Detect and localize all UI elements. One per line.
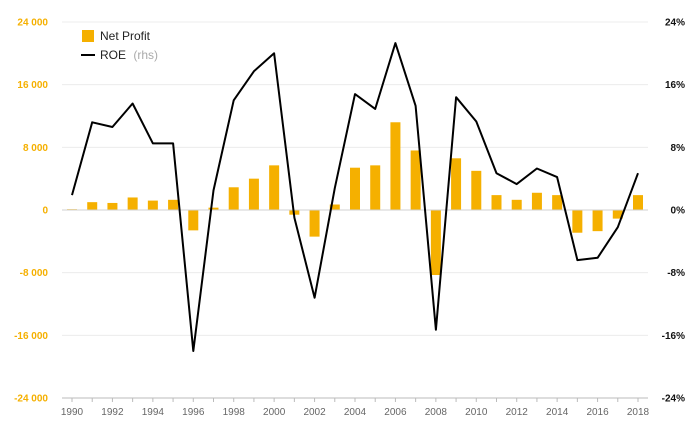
y-left-tick-label: 8 000 [23, 143, 48, 154]
net-profit-bar [390, 122, 401, 210]
x-tick-label: 1992 [101, 407, 124, 418]
x-tick-label: 2002 [303, 407, 326, 418]
x-tick-label: 2014 [546, 407, 569, 418]
net-profit-bar [350, 167, 360, 210]
legend-item-net-profit: Net Profit [82, 29, 151, 43]
net-profit-bar [370, 165, 381, 210]
net-profit-bar [309, 210, 320, 237]
grid-lines [62, 21, 648, 336]
y-right-tick-label: 0% [671, 206, 686, 217]
roe-line [71, 42, 639, 352]
net-profit-bar [87, 202, 98, 210]
net-profit-bar [228, 187, 239, 210]
net-profit-bars [67, 122, 643, 276]
x-tick-label: 1994 [142, 407, 165, 418]
x-tick-label: 1996 [182, 407, 205, 418]
x-tick-label: 1990 [61, 407, 84, 418]
x-tick-label: 2016 [586, 407, 609, 418]
net-profit-bar [633, 195, 643, 210]
y-right-tick-label: 8% [671, 143, 686, 154]
y-left-tick-label: 24 000 [17, 18, 48, 29]
y-right-tick-label: -16% [662, 331, 685, 342]
legend-label-roe-name: ROE [100, 48, 126, 62]
legend-label-roe-suffix: (rhs) [133, 48, 158, 62]
x-tick-label: 2012 [506, 407, 529, 418]
legend-swatch-net-profit [82, 30, 94, 42]
legend-item-roe: ROE (rhs) [81, 48, 158, 62]
legend-label-net-profit: Net Profit [100, 29, 151, 43]
net-profit-bar [329, 204, 340, 210]
net-profit-bar [168, 199, 179, 210]
net-profit-bar [592, 210, 603, 232]
y-right-tick-label: 24% [665, 18, 685, 29]
net-profit-bar [269, 165, 280, 210]
net-profit-bar [491, 195, 502, 210]
y-left-tick-label: -16 000 [14, 331, 48, 342]
y-left-tick-label: 16 000 [17, 80, 48, 91]
net-profit-bar [147, 200, 158, 210]
x-axis: 1990 1992 1994 1996 1998 2000 2002 2004 2006 2008… [61, 398, 650, 418]
net-profit-bar [127, 197, 138, 210]
y-right-tick-label: 16% [665, 80, 685, 91]
legend: Net Profit ROE (rhs) [81, 29, 158, 62]
y-left-tick-label: 0 [42, 206, 48, 217]
y-axis-right: -24% -16% -8% 0% 8% 16% 24% [662, 18, 685, 405]
net-profit-bar [208, 207, 219, 210]
x-tick-label: 2010 [465, 407, 488, 418]
net-profit-bar [107, 202, 118, 210]
x-tick-label: 2006 [384, 407, 407, 418]
net-profit-bar [511, 199, 522, 210]
x-tick-label: 1998 [223, 407, 246, 418]
legend-label-roe: ROE (rhs) [100, 48, 158, 62]
x-tick-label: 2018 [627, 407, 650, 418]
x-tick-label: 2008 [425, 407, 448, 418]
net-profit-bar [451, 158, 462, 210]
net-profit-bar [471, 170, 482, 210]
net-profit-bar [430, 210, 441, 276]
net-profit-bar [248, 178, 259, 210]
x-tick-label: 2000 [263, 407, 286, 418]
net-profit-bar [612, 210, 623, 219]
y-axis-left: -24 000 -16 000 -8 000 0 8 000 16 000 24 000 [14, 18, 48, 405]
net-profit-bar [410, 150, 421, 210]
net-profit-bar [572, 210, 583, 233]
net-profit-bar [552, 195, 563, 210]
net-profit-bar [531, 192, 542, 210]
x-tick-label: 2004 [344, 407, 367, 418]
net-profit-bar [188, 210, 199, 231]
y-right-tick-label: -8% [667, 268, 685, 279]
y-right-tick-label: -24% [662, 394, 685, 405]
y-left-tick-label: -24 000 [14, 394, 48, 405]
y-left-tick-label: -8 000 [20, 268, 49, 279]
